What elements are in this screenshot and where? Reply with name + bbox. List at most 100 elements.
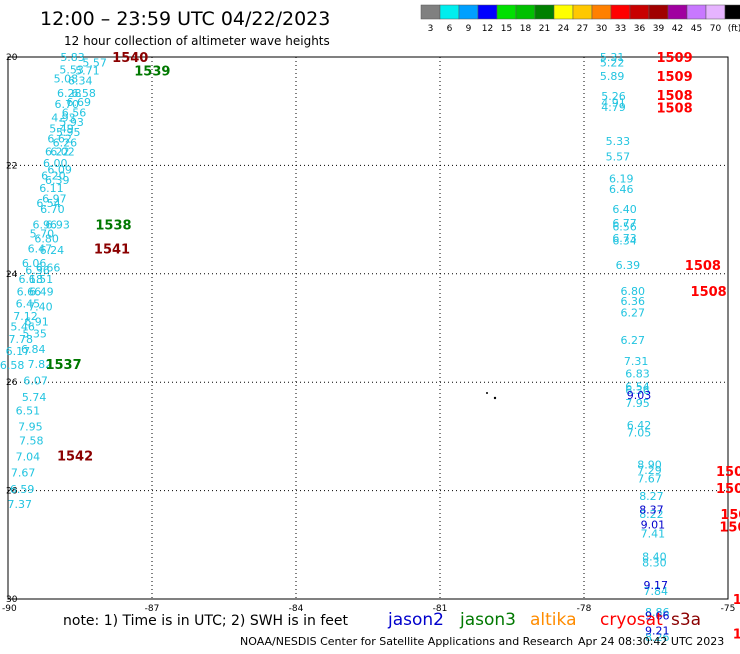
swh-value-label: 6.49 xyxy=(29,286,54,299)
swh-value-label: 5.57 xyxy=(606,151,631,164)
swh-value-label: 6.62 xyxy=(47,132,72,145)
swh-value-label: 6.96 xyxy=(32,218,57,231)
swh-value-label: 7.82 xyxy=(28,358,53,371)
color-scale-label: 18 xyxy=(520,24,532,34)
swh-value-label: 6.46 xyxy=(609,183,634,196)
color-scale-swatch xyxy=(553,4,574,20)
swh-value-label: 6.80 xyxy=(34,233,59,246)
swh-value-label: 6.17 xyxy=(6,345,31,358)
color-scale-label: 9 xyxy=(466,24,472,34)
cycle-number-label: 1539 xyxy=(134,65,170,80)
swh-value-label: 5.31 xyxy=(600,51,625,64)
x-tick-label: -84 xyxy=(289,604,304,614)
swh-value-label: 7.05 xyxy=(627,427,652,440)
cycle-number-label: 1508 xyxy=(685,259,721,274)
swh-value-label: 6.91 xyxy=(24,315,49,328)
y-tick-label: 22 xyxy=(6,161,17,171)
color-scale-swatch xyxy=(477,4,498,20)
cycle-number-label: 1506 xyxy=(733,593,740,608)
chart-subtitle: 12 hour collection of altimeter wave hei… xyxy=(64,34,330,48)
y-tick-label: 30 xyxy=(6,595,18,605)
swh-value-label: 9.17 xyxy=(644,579,669,592)
swh-value-label: 7.31 xyxy=(624,355,649,368)
swh-value-label: 6.47 xyxy=(28,242,53,255)
cycle-number-label: 1507 xyxy=(716,465,740,480)
cycle-number-label: 1508 xyxy=(656,89,692,104)
swh-value-label: 6.11 xyxy=(39,182,64,195)
swh-value-label: 6.19 xyxy=(609,172,634,185)
swh-value-label: 6.77 xyxy=(612,217,637,230)
swh-value-label: 5.83 xyxy=(60,51,85,64)
swh-value-label: 6.34 xyxy=(612,235,637,248)
swh-value-label: 6.59 xyxy=(10,483,34,496)
swh-value-label: 7.95 xyxy=(18,421,43,434)
y-tick-label: 24 xyxy=(6,270,18,280)
y-tick-label: 26 xyxy=(6,378,18,388)
swh-value-label: 6.84 xyxy=(21,343,46,356)
swh-value-label: 7.12 xyxy=(13,310,38,323)
swh-value-label: 7.40 xyxy=(28,300,53,313)
swh-value-label: 6.51 xyxy=(16,404,41,417)
swh-value-label: 5.70 xyxy=(30,228,54,241)
cycle-number-label: 1507 xyxy=(716,482,740,497)
color-scale-label: 39 xyxy=(653,24,665,34)
swh-value-label: 7.67 xyxy=(11,467,36,480)
legend-entry-s3a: s3a xyxy=(671,610,701,630)
swh-value-label: 8.90 xyxy=(637,459,662,472)
swh-value-label: 5.57 xyxy=(82,56,107,69)
color-scale-bar: 3 6 9 12 15 18 21 24 27 30 33 36 39 42 45 70 (ft) xyxy=(420,4,740,34)
swh-value-label: 6.66 xyxy=(17,286,42,299)
legend-entry-cryosat: cryosat xyxy=(600,610,663,630)
swh-value-label: 6.36 xyxy=(25,264,49,277)
island-marker xyxy=(493,396,497,400)
swh-value-label: 5.26 xyxy=(601,90,626,103)
cycle-number-label: 1541 xyxy=(94,242,130,257)
swh-value-label: 6.56 xyxy=(612,221,637,234)
swh-value-label: 6.39 xyxy=(45,174,70,187)
swh-value-label: 6.58 xyxy=(0,359,24,372)
color-scale-swatch xyxy=(705,4,726,20)
swh-value-label: 6.18 xyxy=(19,273,43,286)
swh-value-label: 6.22 xyxy=(45,145,70,158)
swh-value-label: 7.04 xyxy=(16,450,41,463)
swh-value-label: 8.30 xyxy=(642,557,667,570)
swh-measurements: 5.835.575.535.716.345.086.586.286.696.70… xyxy=(0,51,669,644)
color-scale-label: 3 xyxy=(428,24,434,34)
color-scale-label: (ft) xyxy=(728,24,740,34)
swh-value-label: 5.35 xyxy=(22,327,47,340)
color-scale-swatch xyxy=(629,4,650,20)
grid-lines xyxy=(7,56,729,600)
swh-value-label: 4.79 xyxy=(601,101,626,114)
swh-value-label: 5.74 xyxy=(22,391,46,404)
cycle-number-label: 1506 xyxy=(733,628,740,643)
swh-value-label: 6.36 xyxy=(625,384,650,397)
color-scale-label: 6 xyxy=(447,24,453,34)
swh-value-label: 7.84 xyxy=(644,585,669,598)
swh-value-label: 6.40 xyxy=(612,203,637,216)
swh-value-label: 5.93 xyxy=(59,116,84,129)
footer-credit: NOAA/NESDIS Center for Satellite Applica… xyxy=(240,635,573,648)
swh-value-label: 6.66 xyxy=(36,261,61,274)
color-scale-label: 33 xyxy=(615,24,626,34)
cycle-number-label: 1508 xyxy=(691,285,727,300)
color-scale-swatch xyxy=(439,4,460,20)
cycle-number-label: 1508 xyxy=(656,101,692,116)
cycle-number-label: 1540 xyxy=(112,51,148,66)
color-scale-swatch xyxy=(648,4,669,20)
cycle-labels: 1540153915381541153715421509150915081508… xyxy=(45,51,740,643)
swh-value-label: 9.21 xyxy=(645,624,670,637)
swh-value-label: 6.70 xyxy=(40,203,65,216)
swh-value-label: 6.20 xyxy=(41,170,65,183)
swh-value-label: 5.49 xyxy=(49,123,74,136)
swh-value-label: 6.09 xyxy=(47,164,72,177)
swh-value-label: 4.93 xyxy=(51,112,75,125)
swh-value-label: 6.27 xyxy=(620,334,645,347)
swh-value-label: 6.45 xyxy=(16,298,41,311)
swh-value-label: 5.71 xyxy=(75,65,100,78)
color-scale-label: 30 xyxy=(596,24,608,34)
swh-value-label: 4.91 xyxy=(601,97,626,110)
cycle-number-label: 1537 xyxy=(45,358,81,373)
swh-value-label: 5.33 xyxy=(606,135,631,148)
color-scale-label: 36 xyxy=(634,24,646,34)
